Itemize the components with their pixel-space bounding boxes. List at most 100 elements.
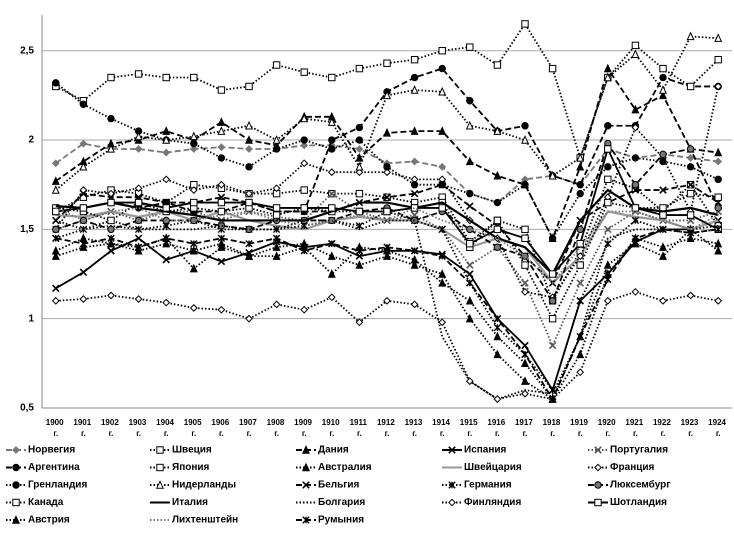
marker xyxy=(466,202,474,210)
marker xyxy=(79,139,88,148)
marker xyxy=(162,73,170,82)
marker xyxy=(493,198,502,207)
x-tick-label: 1902 г. xyxy=(101,418,121,438)
marker xyxy=(134,184,143,193)
marker xyxy=(217,238,226,248)
marker xyxy=(383,168,391,177)
marker xyxy=(686,82,695,91)
marker xyxy=(355,260,364,269)
marker xyxy=(604,225,612,234)
marker xyxy=(714,296,723,305)
marker xyxy=(217,154,226,162)
marker xyxy=(493,323,502,332)
marker xyxy=(52,234,60,242)
marker xyxy=(355,136,364,144)
marker xyxy=(327,269,336,278)
marker xyxy=(465,156,474,166)
marker xyxy=(521,135,529,144)
marker xyxy=(162,298,171,307)
legend-marker xyxy=(594,498,602,507)
marker xyxy=(521,234,529,242)
marker xyxy=(272,251,281,260)
marker xyxy=(604,175,612,184)
marker xyxy=(438,47,446,55)
marker xyxy=(438,278,447,287)
marker xyxy=(327,293,336,302)
legend-label: Норвегия xyxy=(28,445,75,456)
x-tick-label: 1924 г. xyxy=(708,418,728,438)
marker xyxy=(438,204,446,212)
marker xyxy=(272,61,281,69)
marker xyxy=(521,122,529,130)
marker xyxy=(217,198,226,207)
marker xyxy=(107,144,115,153)
marker xyxy=(410,204,419,212)
marker xyxy=(714,175,722,184)
legend-label: Португалия xyxy=(610,445,668,456)
marker xyxy=(576,349,585,359)
marker xyxy=(300,204,308,212)
legend-label: Румыния xyxy=(318,515,364,526)
marker xyxy=(245,198,253,207)
marker xyxy=(245,135,253,144)
marker xyxy=(631,234,640,242)
y-tick-label: 1,5 xyxy=(20,224,34,235)
marker xyxy=(631,154,640,162)
x-tick-label: 1900 г. xyxy=(46,418,66,438)
marker xyxy=(189,131,198,141)
x-tick-label: 1907 г. xyxy=(239,418,259,438)
marker xyxy=(576,279,584,287)
marker xyxy=(383,243,391,251)
marker xyxy=(576,225,584,234)
legend-label: Франция xyxy=(610,462,655,473)
series-line xyxy=(55,219,719,401)
marker xyxy=(272,145,281,153)
legend-label: Финляндия xyxy=(464,497,521,508)
marker xyxy=(659,90,667,100)
y-tick-label: 0,5 xyxy=(20,403,34,414)
marker xyxy=(410,73,419,82)
marker xyxy=(466,225,474,234)
marker xyxy=(162,126,171,135)
marker xyxy=(410,85,419,94)
marker xyxy=(576,189,584,198)
marker xyxy=(659,157,667,166)
marker xyxy=(576,252,585,261)
marker xyxy=(438,162,447,171)
marker xyxy=(383,163,391,171)
marker xyxy=(383,90,391,100)
marker xyxy=(300,247,308,255)
marker xyxy=(355,153,364,162)
marker xyxy=(576,153,585,162)
marker xyxy=(493,225,502,234)
marker xyxy=(272,225,281,234)
marker xyxy=(134,243,143,251)
marker xyxy=(521,358,529,368)
legend-marker xyxy=(156,463,164,472)
marker xyxy=(521,389,529,398)
marker xyxy=(521,20,529,28)
legend-marker xyxy=(156,446,164,454)
marker xyxy=(631,287,640,296)
marker xyxy=(190,139,198,148)
marker xyxy=(107,225,115,234)
y-tick-label: 1 xyxy=(28,313,34,324)
marker xyxy=(162,204,170,212)
marker xyxy=(51,176,60,185)
marker xyxy=(548,297,557,305)
legend-label: Япония xyxy=(172,462,210,473)
marker xyxy=(272,234,281,242)
marker xyxy=(686,211,695,219)
marker xyxy=(631,186,640,194)
x-tick-label: 1901 г. xyxy=(73,418,93,438)
marker xyxy=(438,269,447,278)
marker xyxy=(714,147,723,157)
legend-label: Канада xyxy=(28,497,64,508)
marker xyxy=(245,145,253,153)
marker xyxy=(107,291,115,300)
x-tick-label: 1917 г. xyxy=(515,418,535,438)
marker xyxy=(328,204,336,212)
marker xyxy=(107,73,115,82)
marker xyxy=(134,245,143,255)
marker xyxy=(162,175,171,184)
